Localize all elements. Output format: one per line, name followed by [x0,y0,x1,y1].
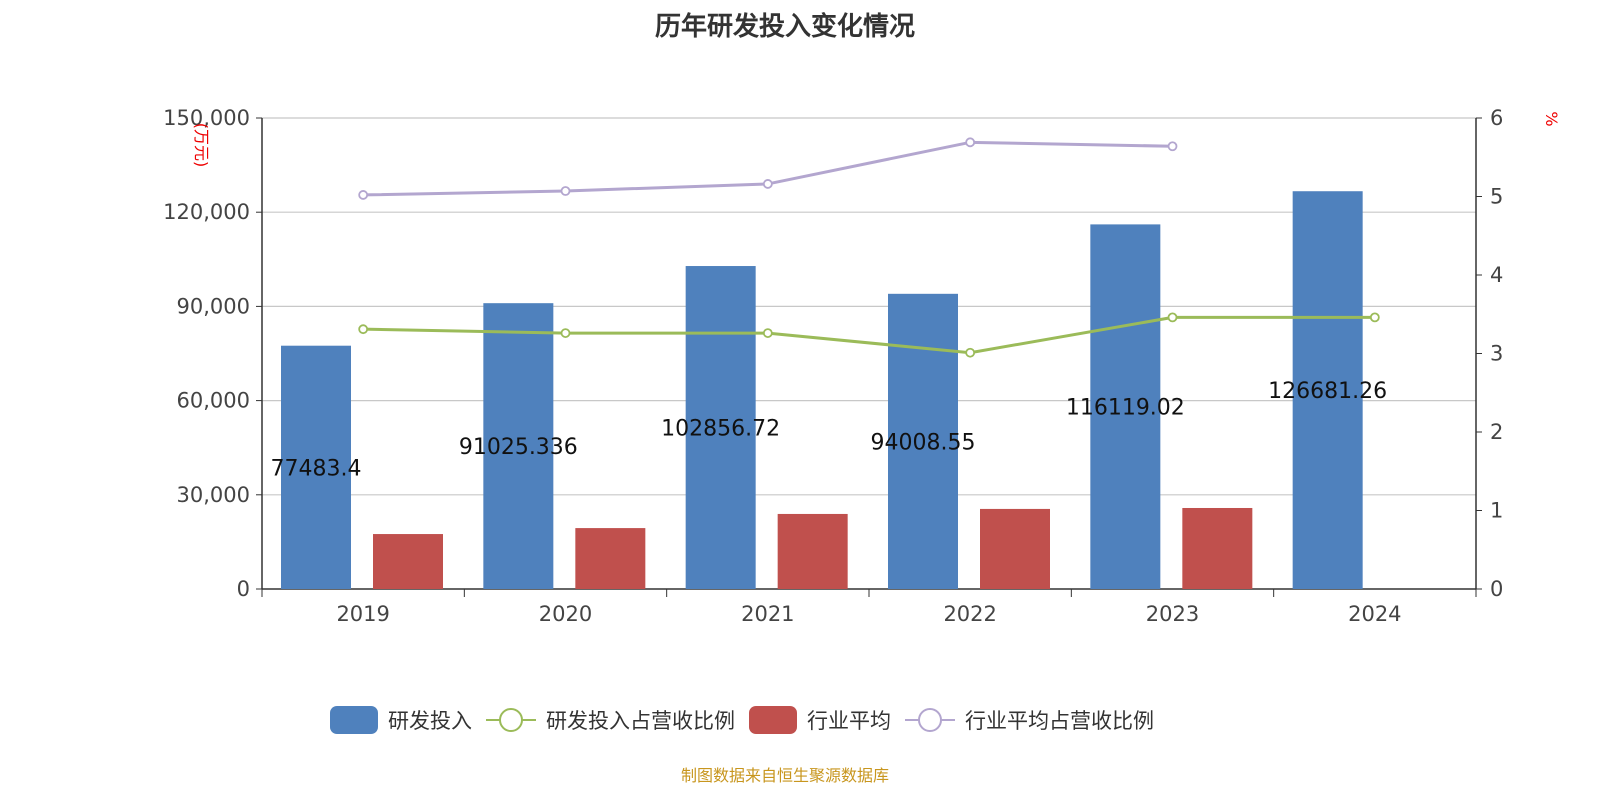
left-axis-title: (万元) [192,123,211,168]
legend: 研发投入 研发投入占营收比例 行业平均 行业平均占营收比例 [330,705,1168,735]
rd-bar [483,303,554,589]
right-tick-label: 1 [1490,499,1503,523]
line-point [358,324,369,335]
legend-line-marker [486,706,536,734]
source-note: 制图数据来自恒生聚源数据库 [680,766,889,785]
left-tick-label: 0 [237,577,250,601]
line-point [358,190,369,200]
legend-label: 行业平均 [807,709,891,733]
x-tick-label: 2023 [1146,602,1199,626]
industry-bar [1182,507,1253,589]
line-point [965,137,976,148]
bar-value-label: 94008.55 [871,430,976,455]
line-point [965,347,976,358]
rd-ratio-line [363,315,1375,355]
legend-item-rd-ratio[interactable]: 研发投入占营收比例 [486,705,735,735]
line-point [560,186,571,196]
right-tick-label: 4 [1490,263,1503,287]
industry-bar [777,513,848,589]
legend-label: 研发投入占营收比例 [546,709,735,733]
left-tick-label: 90,000 [177,294,250,318]
legend-line-marker [905,706,955,734]
industry-bar [575,528,646,589]
rd-bar [281,345,351,589]
legend-item-rd[interactable]: 研发投入 [330,705,472,735]
bar-value-label: 126681.26 [1268,379,1387,404]
x-tick-label: 2020 [539,602,592,626]
bar-value-label: 116119.02 [1066,396,1185,421]
bar-value-label: 77483.4 [271,456,362,481]
left-tick-label: 30,000 [177,483,250,507]
rd-bar [888,293,958,589]
left-tick-label: 150,000 [163,106,250,130]
line-point [560,328,571,338]
legend-swatch [330,706,378,734]
left-tick-label: 120,000 [163,200,250,224]
right-axis-title: % [1542,111,1561,126]
right-tick-label: 2 [1490,420,1503,444]
rd-bar [1090,224,1161,589]
line-point [1167,141,1178,152]
x-tick-label: 2021 [741,602,794,626]
line-point [1369,312,1380,323]
industry-bar [373,534,443,589]
legend-item-industry[interactable]: 行业平均 [749,705,891,735]
x-tick-label: 2022 [943,602,996,626]
legend-label: 研发投入 [388,709,472,733]
right-tick-label: 0 [1490,577,1503,601]
rd-bar [685,266,756,589]
line-point [762,328,773,338]
line-point [1167,312,1178,323]
industry-bar [980,508,1050,589]
x-tick-label: 2024 [1348,602,1401,626]
rd-bar [1292,191,1363,590]
left-tick-label: 60,000 [177,389,250,413]
right-tick-label: 3 [1490,342,1503,366]
right-tick-label: 6 [1490,106,1503,130]
bar-value-label: 91025.336 [459,435,578,460]
line-point [762,179,773,189]
bar-value-label: 102856.72 [661,417,780,442]
x-tick-label: 2019 [336,602,389,626]
legend-label: 行业平均占营收比例 [965,709,1154,733]
legend-swatch [749,706,797,734]
right-tick-label: 5 [1490,185,1503,209]
legend-item-industry-ratio[interactable]: 行业平均占营收比例 [905,705,1154,735]
chart-title: 历年研发投入变化情况 [654,12,915,42]
